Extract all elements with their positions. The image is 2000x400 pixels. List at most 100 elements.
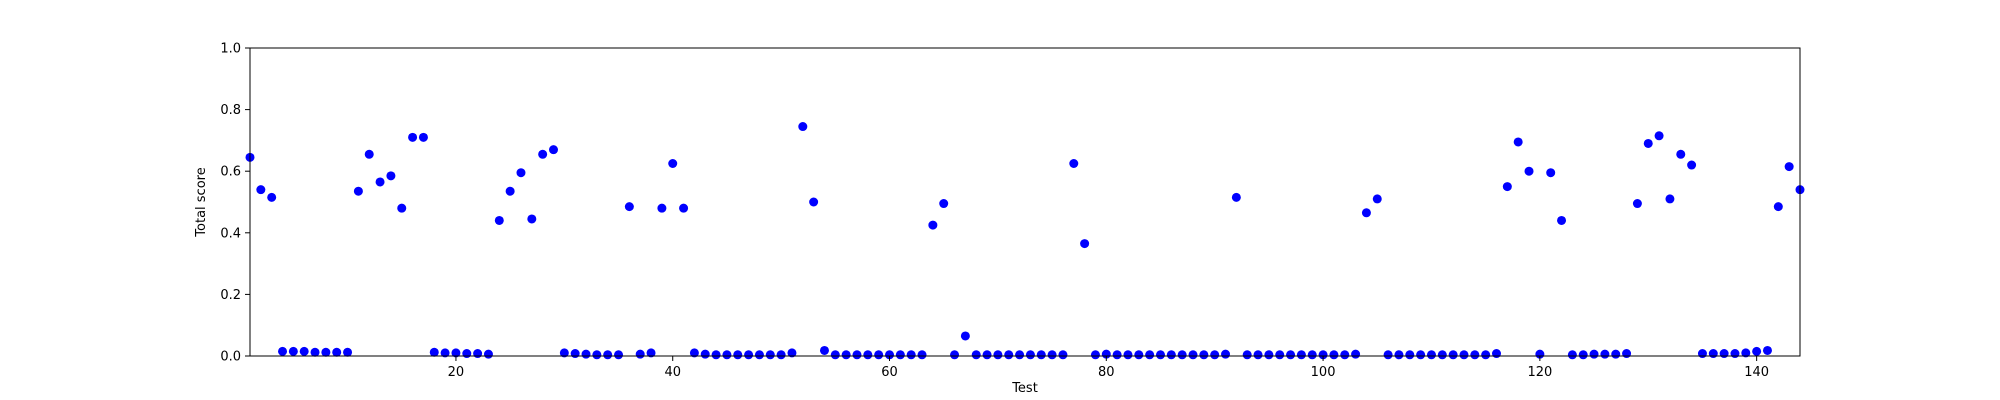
y-tick-label: 0.6	[220, 165, 241, 180]
data-point	[1762, 345, 1772, 355]
data-point	[549, 145, 558, 155]
data-point	[408, 132, 418, 142]
data-point	[1708, 349, 1718, 359]
data-point	[1069, 159, 1079, 168]
data-point	[646, 348, 656, 358]
data-point	[462, 349, 472, 359]
data-point	[1351, 349, 1361, 359]
data-point	[483, 349, 493, 359]
data-point	[1676, 149, 1686, 159]
y-tick-label: 0.4	[220, 226, 241, 241]
data-point	[386, 171, 396, 181]
data-point	[1578, 350, 1588, 360]
data-point	[397, 203, 407, 213]
data-point	[538, 149, 548, 159]
y-axis-label: Total score	[194, 167, 209, 237]
x-tick-label: 80	[1098, 365, 1115, 380]
data-point	[1665, 194, 1675, 204]
data-point	[1741, 348, 1751, 358]
data-point	[1600, 349, 1610, 359]
data-point	[1166, 350, 1176, 360]
data-point	[581, 349, 591, 359]
data-point	[787, 348, 797, 358]
data-point	[917, 350, 927, 360]
y-tick-label: 0.2	[220, 288, 241, 303]
data-point	[1264, 350, 1274, 360]
data-point	[1416, 350, 1426, 360]
data-point	[1047, 350, 1057, 360]
data-point	[1025, 350, 1035, 360]
data-point	[1589, 349, 1599, 359]
data-point	[1481, 350, 1491, 360]
data-point	[754, 350, 764, 360]
x-tick-label: 140	[1744, 365, 1769, 380]
data-point	[603, 350, 613, 360]
data-point	[1470, 350, 1480, 360]
data-point	[1622, 349, 1632, 359]
data-point	[440, 348, 450, 358]
data-point	[353, 186, 363, 196]
data-point	[1015, 350, 1025, 360]
x-tick-label: 40	[664, 365, 681, 380]
data-point	[1361, 208, 1371, 218]
y-tick-label: 0.8	[220, 103, 241, 118]
data-point	[429, 347, 439, 357]
data-point	[1394, 350, 1404, 360]
data-point	[288, 346, 298, 356]
data-point	[1611, 349, 1621, 359]
data-point	[765, 350, 775, 360]
data-point	[1383, 350, 1393, 360]
data-point	[635, 349, 645, 359]
data-point	[1492, 349, 1501, 359]
data-point	[278, 346, 288, 356]
data-point	[928, 220, 938, 230]
data-point	[299, 346, 309, 356]
data-point	[614, 350, 624, 360]
data-point	[993, 350, 1003, 360]
data-point	[1546, 168, 1556, 178]
data-point	[1036, 350, 1046, 360]
data-point	[1448, 350, 1458, 360]
x-axis: 20 40 60 80 100 120 140	[448, 356, 1769, 380]
data-point	[1221, 349, 1231, 359]
data-point	[343, 347, 353, 357]
data-point	[841, 350, 851, 360]
data-point	[418, 132, 428, 142]
x-tick-label: 120	[1527, 365, 1552, 380]
data-point	[852, 350, 862, 360]
data-point	[1199, 350, 1209, 360]
data-point	[700, 349, 710, 359]
data-point	[1632, 199, 1642, 209]
data-point	[1719, 349, 1729, 359]
data-point	[885, 350, 895, 360]
data-point	[1112, 350, 1122, 360]
data-point	[744, 350, 754, 360]
data-point	[1524, 166, 1534, 176]
data-point	[1286, 350, 1296, 360]
data-point	[1557, 215, 1567, 225]
data-point	[1513, 137, 1523, 147]
data-point	[982, 350, 992, 360]
data-point	[679, 203, 689, 213]
data-point	[895, 350, 905, 360]
data-point	[1188, 350, 1198, 360]
data-point	[1253, 350, 1263, 360]
data-point	[1730, 349, 1740, 359]
data-point	[668, 159, 678, 168]
data-point	[1426, 350, 1436, 360]
data-point	[321, 347, 331, 357]
data-point	[1405, 350, 1415, 360]
data-point	[1654, 131, 1664, 141]
data-point	[1004, 350, 1014, 360]
x-axis-label: Test	[1011, 381, 1038, 396]
data-point	[1329, 350, 1339, 360]
data-point	[310, 347, 320, 357]
data-point	[830, 350, 840, 360]
data-point	[1340, 350, 1350, 360]
data-point	[570, 349, 580, 359]
data-point	[1242, 350, 1252, 360]
data-point	[516, 168, 526, 178]
data-point	[1210, 350, 1220, 360]
plot-frame	[249, 47, 1801, 357]
